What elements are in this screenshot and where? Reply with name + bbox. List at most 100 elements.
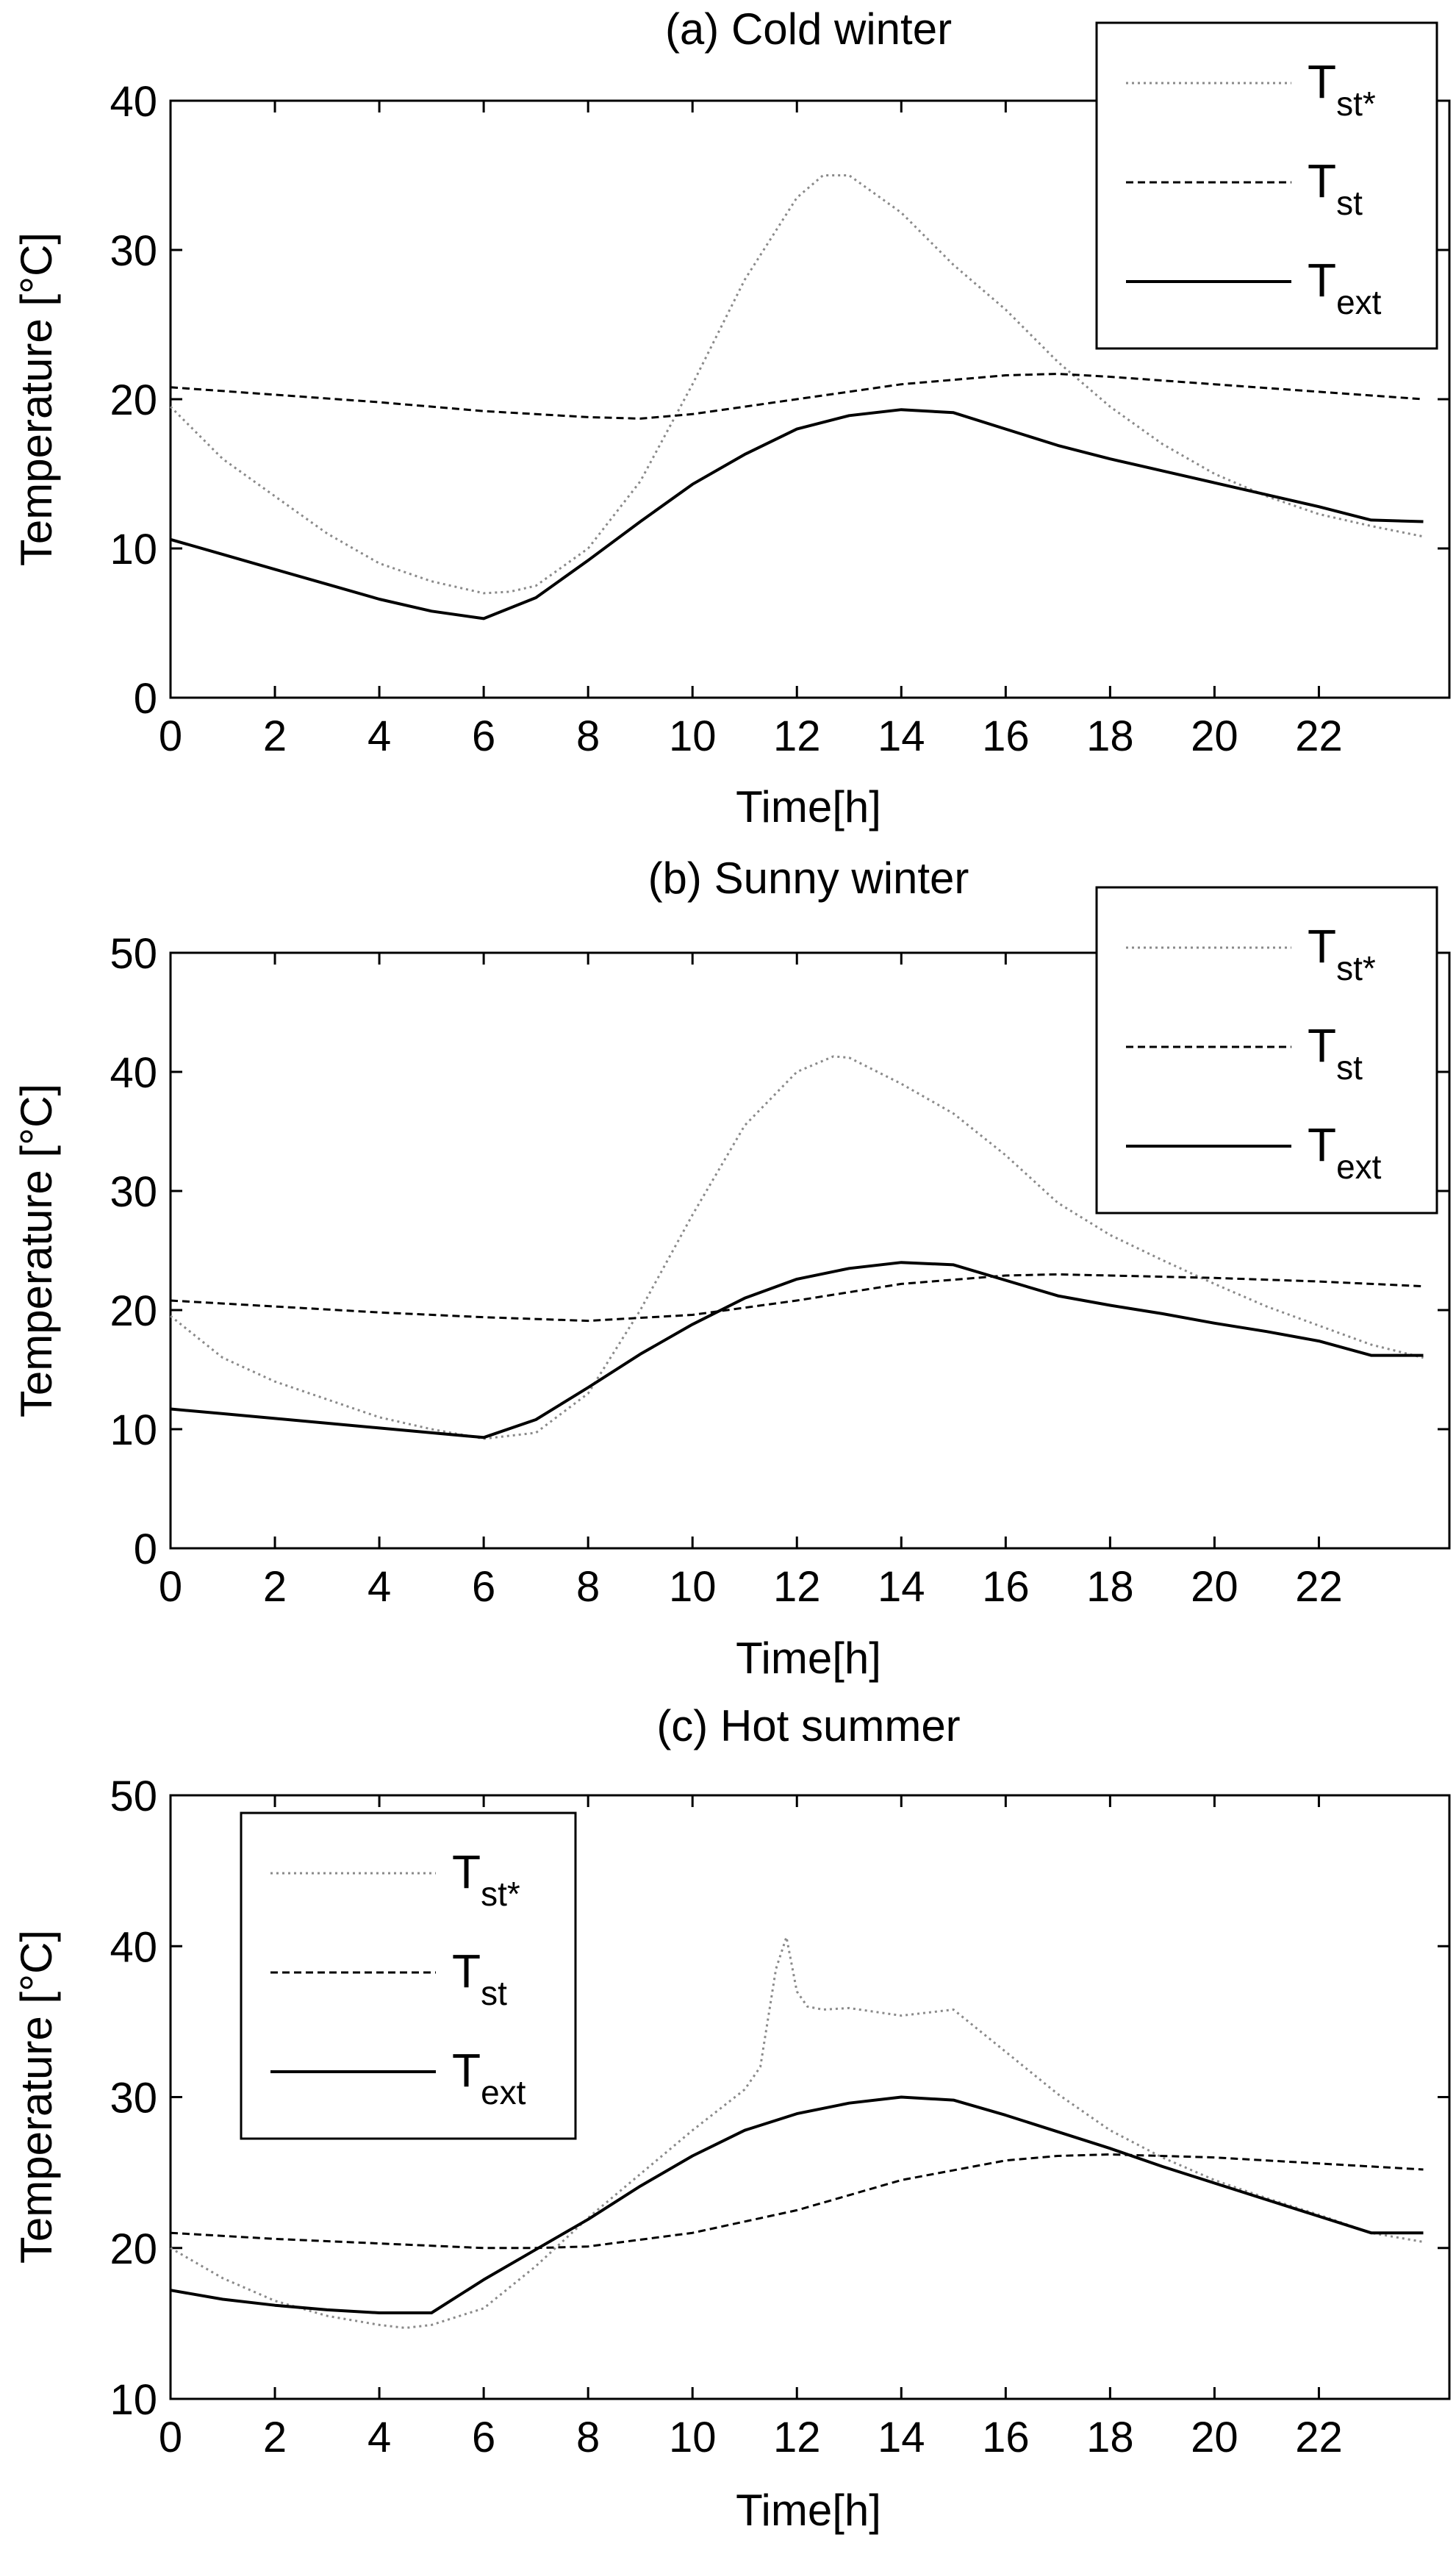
- x-tick-label: 0: [159, 2414, 182, 2461]
- y-axis-label: Temperature [°C]: [12, 232, 61, 566]
- x-tick-label: 8: [576, 2414, 600, 2461]
- chart-panel-cold-winter: (a) Cold winter 0 10 20 30 40 0 2 4 6 8 10 12 14 16 1…: [12, 4, 1451, 831]
- x-axis-ticks: 0 2 4 6 8 10 12 14 16 18 20 22: [159, 953, 1343, 1611]
- legend-label-base: T: [1308, 154, 1336, 207]
- x-tick-label: 18: [1086, 2414, 1134, 2461]
- y-axis-label: Temperature [°C]: [12, 1084, 61, 1417]
- legend-label-base: T: [452, 1845, 481, 1898]
- y-axis-ticks: 0 10 20 30 40: [110, 78, 1449, 723]
- x-tick-label: 2: [263, 2414, 287, 2461]
- y-tick-label: 40: [110, 1049, 157, 1097]
- legend-label-subscript: st*: [1336, 949, 1376, 987]
- series-lines: [169, 174, 1424, 620]
- y-tick-label: 50: [110, 930, 157, 978]
- series-line-text: [170, 2095, 1424, 2314]
- y-tick-label: 20: [110, 376, 157, 424]
- legend-label-subscript: st*: [1336, 85, 1376, 123]
- legend-label-base: T: [1308, 920, 1336, 973]
- x-tick-label: 18: [1086, 712, 1134, 760]
- legend-label-base: T: [1308, 1118, 1336, 1171]
- legend-label: Tst*: [452, 1845, 520, 1913]
- y-tick-label: 10: [110, 2376, 157, 2424]
- y-tick-label: 10: [110, 1406, 157, 1454]
- y-axis-ticks: 10 20 30 40 50: [110, 1773, 1449, 2424]
- y-tick-label: 10: [110, 526, 157, 573]
- chart-title: (a) Cold winter: [665, 4, 952, 54]
- legend-label: Tst: [1308, 154, 1363, 222]
- x-tick-label: 0: [159, 712, 182, 760]
- x-tick-label: 12: [773, 1563, 821, 1611]
- x-axis-ticks: 0 2 4 6 8 10 12 14 16 18 20 22: [159, 1795, 1343, 2461]
- legend-label: Text: [1308, 254, 1382, 321]
- legend-label-base: T: [1308, 1019, 1336, 1072]
- chart-panel-sunny-winter: (b) Sunny winter 0 10 20 30 40 50 0 2 4 6 8 10 12 14…: [12, 854, 1451, 1683]
- legend-label-subscript: ext: [1336, 1148, 1382, 1186]
- series-line-tst-star: [169, 174, 1424, 595]
- x-tick-label: 14: [878, 2414, 925, 2461]
- x-tick-label: 22: [1295, 1563, 1343, 1611]
- x-tick-label: 16: [982, 1563, 1030, 1611]
- legend-label-subscript: st: [1336, 184, 1363, 222]
- legend-label-base: T: [1308, 254, 1336, 307]
- x-tick-label: 16: [982, 712, 1030, 760]
- legend-label-subscript: ext: [1336, 283, 1382, 321]
- legend-label-subscript: ext: [481, 2073, 526, 2111]
- x-tick-label: 20: [1191, 712, 1238, 760]
- chart-title: (b) Sunny winter: [648, 854, 969, 903]
- legend-label: Tst*: [1308, 55, 1376, 123]
- x-axis-label: Time[h]: [736, 2486, 881, 2535]
- y-tick-label: 50: [110, 1773, 157, 1820]
- legend-label: Text: [1308, 1118, 1382, 1186]
- x-tick-label: 14: [878, 712, 925, 760]
- legend-label-base: T: [1308, 55, 1336, 108]
- x-tick-label: 18: [1086, 1563, 1134, 1611]
- x-tick-label: 4: [367, 2414, 391, 2461]
- legend-label-subscript: st*: [481, 1875, 520, 1913]
- y-tick-label: 20: [110, 2225, 157, 2273]
- legend-box: [1095, 886, 1438, 1215]
- legend-box: [240, 1811, 577, 2140]
- legend-box: [1095, 21, 1438, 350]
- legend-label: Text: [452, 2044, 526, 2111]
- y-axis-label: Temperature [°C]: [12, 1930, 61, 2264]
- x-tick-label: 4: [367, 1563, 391, 1611]
- x-tick-label: 20: [1191, 1563, 1238, 1611]
- series-line-tst: [170, 2153, 1424, 2250]
- x-tick-label: 10: [669, 1563, 717, 1611]
- legend-label-base: T: [452, 1945, 481, 1997]
- x-tick-label: 12: [773, 712, 821, 760]
- series-line-tst: [170, 1273, 1424, 1323]
- series-lines: [170, 1055, 1424, 1440]
- legend-label: Tst: [1308, 1019, 1363, 1087]
- legend-label-subscript: st: [481, 1974, 507, 2012]
- series-line-tst: [170, 373, 1424, 420]
- x-tick-label: 8: [576, 1563, 600, 1611]
- x-tick-label: 6: [472, 2414, 495, 2461]
- x-tick-label: 2: [263, 712, 287, 760]
- y-tick-label: 40: [110, 78, 157, 126]
- series-lines: [170, 1936, 1424, 2329]
- y-axis-ticks: 0 10 20 30 40 50: [110, 930, 1449, 1573]
- x-axis-label: Time[h]: [736, 782, 881, 831]
- y-tick-label: 0: [134, 675, 157, 723]
- x-tick-label: 16: [982, 2414, 1030, 2461]
- x-tick-label: 6: [472, 1563, 495, 1611]
- x-tick-label: 20: [1191, 2414, 1238, 2461]
- legend-label-base: T: [452, 2044, 481, 2097]
- chart-title: (c) Hot summer: [656, 1701, 960, 1750]
- x-tick-label: 0: [159, 1563, 182, 1611]
- x-tick-label: 12: [773, 2414, 821, 2461]
- legend-label: Tst*: [1308, 920, 1376, 987]
- y-tick-label: 0: [134, 1525, 157, 1573]
- x-tick-label: 22: [1295, 712, 1343, 760]
- y-tick-label: 30: [110, 2075, 157, 2122]
- x-tick-label: 4: [367, 712, 391, 760]
- y-tick-label: 30: [110, 1168, 157, 1216]
- y-tick-label: 20: [110, 1287, 157, 1335]
- x-tick-label: 14: [878, 1563, 925, 1611]
